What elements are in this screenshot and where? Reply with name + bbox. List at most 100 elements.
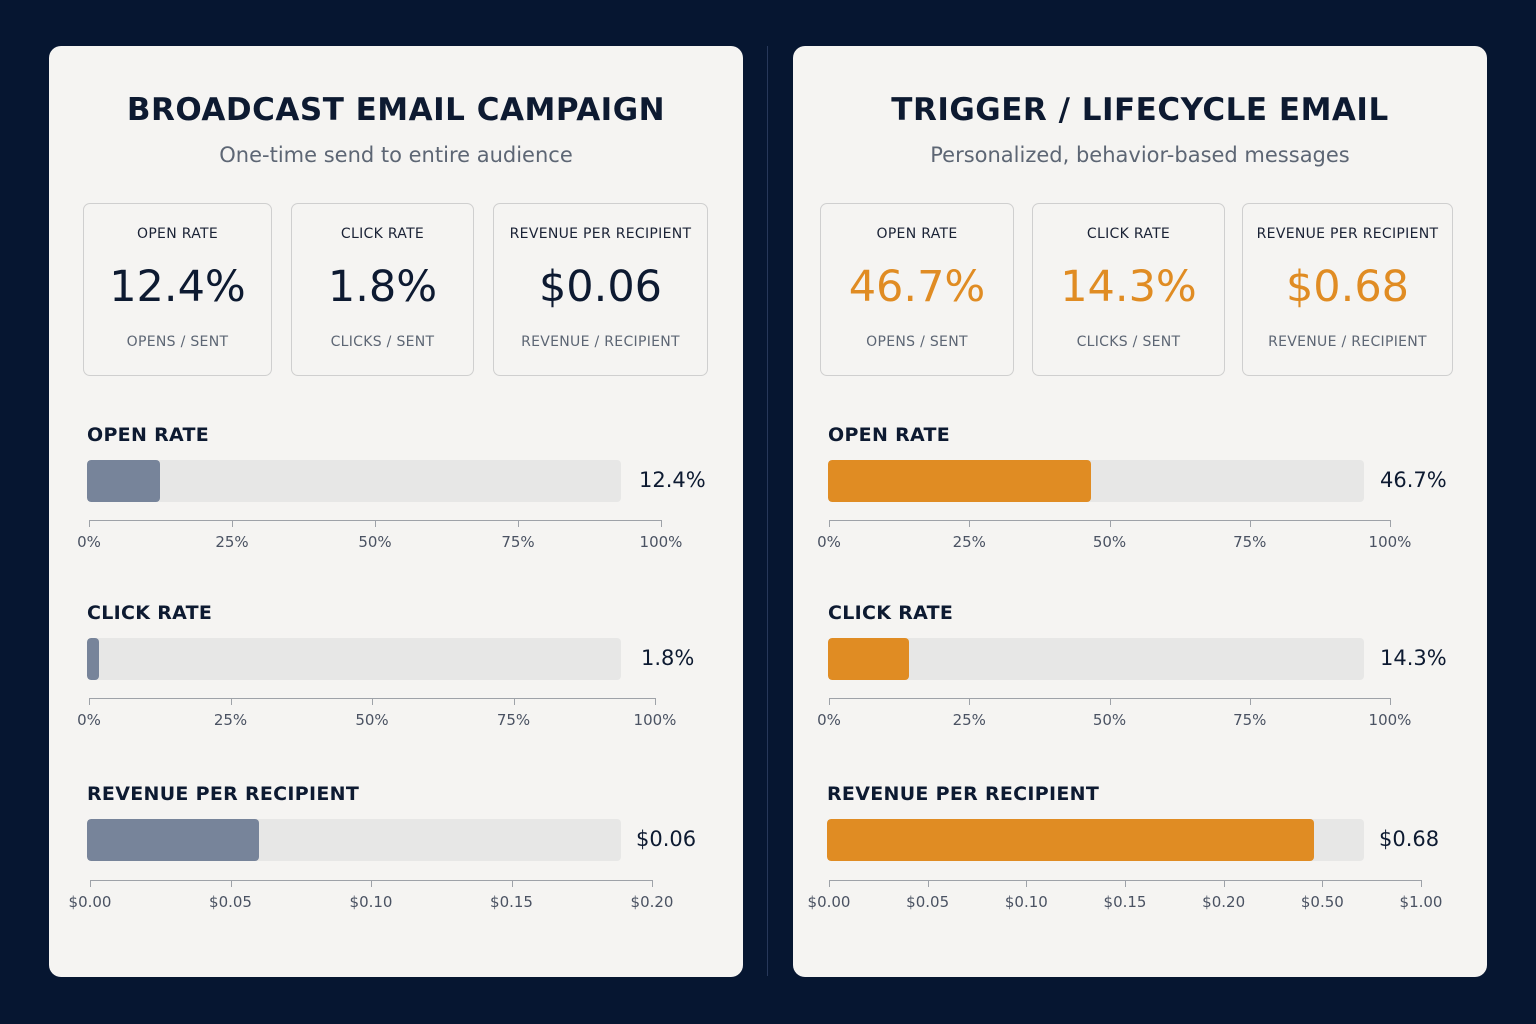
stat-card-open-rate: OPEN RATE 46.7% OPENS / SENT xyxy=(820,203,1014,376)
axis-tick xyxy=(1223,880,1225,887)
axis-tick-label: $0.05 xyxy=(906,893,950,911)
stat-card-label: REVENUE PER RECIPIENT xyxy=(1256,226,1439,242)
stat-card-value: 12.4% xyxy=(109,262,246,312)
axis-tick xyxy=(829,880,830,887)
stat-card-value: $0.68 xyxy=(1285,262,1410,312)
axis-tick-label: 50% xyxy=(1092,533,1127,551)
axis-tick-label: $0.00 xyxy=(68,893,112,911)
axis-tick-label: $1.00 xyxy=(1399,893,1443,911)
axis-tick-label: 25% xyxy=(213,711,248,729)
axis-tick xyxy=(372,698,373,705)
axis-tick xyxy=(1421,880,1422,887)
axis-tick-label: $0.05 xyxy=(209,893,252,911)
bar-value-label: 12.4% xyxy=(639,468,706,492)
axis-tick xyxy=(969,520,971,527)
bar-fill xyxy=(828,638,910,680)
metric-title: CLICK RATE xyxy=(87,602,213,624)
x-axis: 0% 25% 50% 75% 100% xyxy=(817,698,1411,738)
metric-title: REVENUE PER RECIPIENT xyxy=(827,783,1100,805)
x-axis: $0.00 $0.05 $0.10 $0.15 $0.20 xyxy=(69,880,673,920)
x-axis: 0% 25% 50% 75% 100% xyxy=(77,520,682,560)
stat-card-sublabel: CLICKS / SENT xyxy=(1076,334,1181,350)
axis-tick xyxy=(230,698,232,705)
axis-tick-label: 50% xyxy=(358,533,392,551)
axis-tick xyxy=(655,698,656,705)
stat-card-label: OPEN RATE xyxy=(137,226,218,242)
axis-tick xyxy=(1249,520,1251,527)
axis-tick xyxy=(230,880,232,887)
axis-tick xyxy=(1026,880,1028,887)
bar-track xyxy=(828,460,1364,502)
metric-title: CLICK RATE xyxy=(828,602,954,624)
axis-tick-label: $0.20 xyxy=(1202,893,1246,911)
axis-tick-label: 0% xyxy=(817,533,841,551)
bar-value-label: $0.68 xyxy=(1379,827,1440,851)
x-axis: 0% 25% 50% 75% 100% xyxy=(77,698,676,738)
axis-tick xyxy=(1249,698,1251,705)
panel-divider xyxy=(767,46,768,976)
axis-tick-label: 75% xyxy=(1233,711,1267,729)
axis-tick xyxy=(1322,880,1324,887)
metric-title: OPEN RATE xyxy=(87,424,210,446)
axis-tick-label: 0% xyxy=(77,711,101,729)
axis-tick-label: 75% xyxy=(496,711,531,729)
axis-tick xyxy=(511,880,513,887)
stat-card-revenue: REVENUE PER RECIPIENT $0.06 REVENUE / RE… xyxy=(493,203,708,376)
stat-card-sublabel: REVENUE / RECIPIENT xyxy=(1268,334,1427,350)
axis-tick-label: $0.15 xyxy=(1103,893,1147,911)
panel-subtitle: Personalized, behavior-based messages xyxy=(930,143,1350,167)
axis-tick xyxy=(661,520,662,527)
axis-tick-label: $0.10 xyxy=(349,893,393,911)
axis-tick xyxy=(513,698,515,705)
stat-card-click-rate: CLICK RATE 14.3% CLICKS / SENT xyxy=(1032,203,1225,376)
axis-tick xyxy=(89,698,90,705)
bar-fill xyxy=(828,460,1091,502)
bar-track xyxy=(87,638,621,680)
stat-card-label: CLICK RATE xyxy=(340,226,425,242)
axis-tick xyxy=(90,880,91,887)
axis-tick xyxy=(829,520,830,527)
stat-card-open-rate: OPEN RATE 12.4% OPENS / SENT xyxy=(83,203,272,376)
stat-card-revenue: REVENUE PER RECIPIENT $0.68 REVENUE / RE… xyxy=(1242,203,1453,376)
stat-card-sublabel: REVENUE / RECIPIENT xyxy=(521,334,680,350)
axis-tick-label: 0% xyxy=(817,711,841,729)
bar-fill xyxy=(87,638,100,680)
axis-tick xyxy=(232,520,233,527)
stat-card-sublabel: OPENS / SENT xyxy=(126,334,229,350)
axis-tick-label: 0% xyxy=(77,533,101,551)
stat-card-click-rate: CLICK RATE 1.8% CLICKS / SENT xyxy=(291,203,474,376)
axis-tick-label: $0.00 xyxy=(807,893,851,911)
panel-subtitle: One-time send to entire audience xyxy=(219,143,573,167)
bar-track xyxy=(828,638,1364,680)
axis-tick-label: $0.10 xyxy=(1004,893,1048,911)
panel-title: TRIGGER / LIFECYCLE EMAIL xyxy=(891,92,1389,128)
axis-tick xyxy=(1109,520,1111,527)
bar-fill xyxy=(87,819,259,861)
bar-track xyxy=(87,819,621,861)
stat-card-label: CLICK RATE xyxy=(1086,226,1171,242)
stat-card-label: REVENUE PER RECIPIENT xyxy=(509,226,692,242)
axis-tick xyxy=(829,698,830,705)
axis-tick xyxy=(1390,520,1391,527)
axis-tick-label: 25% xyxy=(952,533,986,551)
axis-tick-label: 25% xyxy=(952,711,986,729)
axis-tick-label: 100% xyxy=(639,533,683,551)
axis-tick xyxy=(1109,698,1111,705)
axis-tick xyxy=(1390,698,1391,705)
x-axis: $0.00 $0.05 $0.10 $0.15 $0.20 $0.50 $1.00 xyxy=(808,880,1442,920)
stat-card-sublabel: CLICKS / SENT xyxy=(330,334,435,350)
axis-tick-label: 50% xyxy=(355,711,389,729)
axis-tick xyxy=(969,698,971,705)
stat-card-sublabel: OPENS / SENT xyxy=(866,334,968,350)
x-axis: 0% 25% 50% 75% 100% xyxy=(817,520,1411,560)
axis-tick xyxy=(375,520,376,527)
axis-tick xyxy=(927,880,929,887)
bar-value-label: 46.7% xyxy=(1380,468,1447,492)
broadcast-panel: BROADCAST EMAIL CAMPAIGN One-time send t… xyxy=(49,46,743,977)
axis-tick-label: 25% xyxy=(215,533,249,551)
axis-tick-label: $0.20 xyxy=(630,893,674,911)
axis-tick-label: 100% xyxy=(1368,533,1412,551)
axis-tick-label: $0.50 xyxy=(1300,893,1344,911)
stat-card-value: 14.3% xyxy=(1060,262,1197,312)
axis-tick xyxy=(652,880,653,887)
